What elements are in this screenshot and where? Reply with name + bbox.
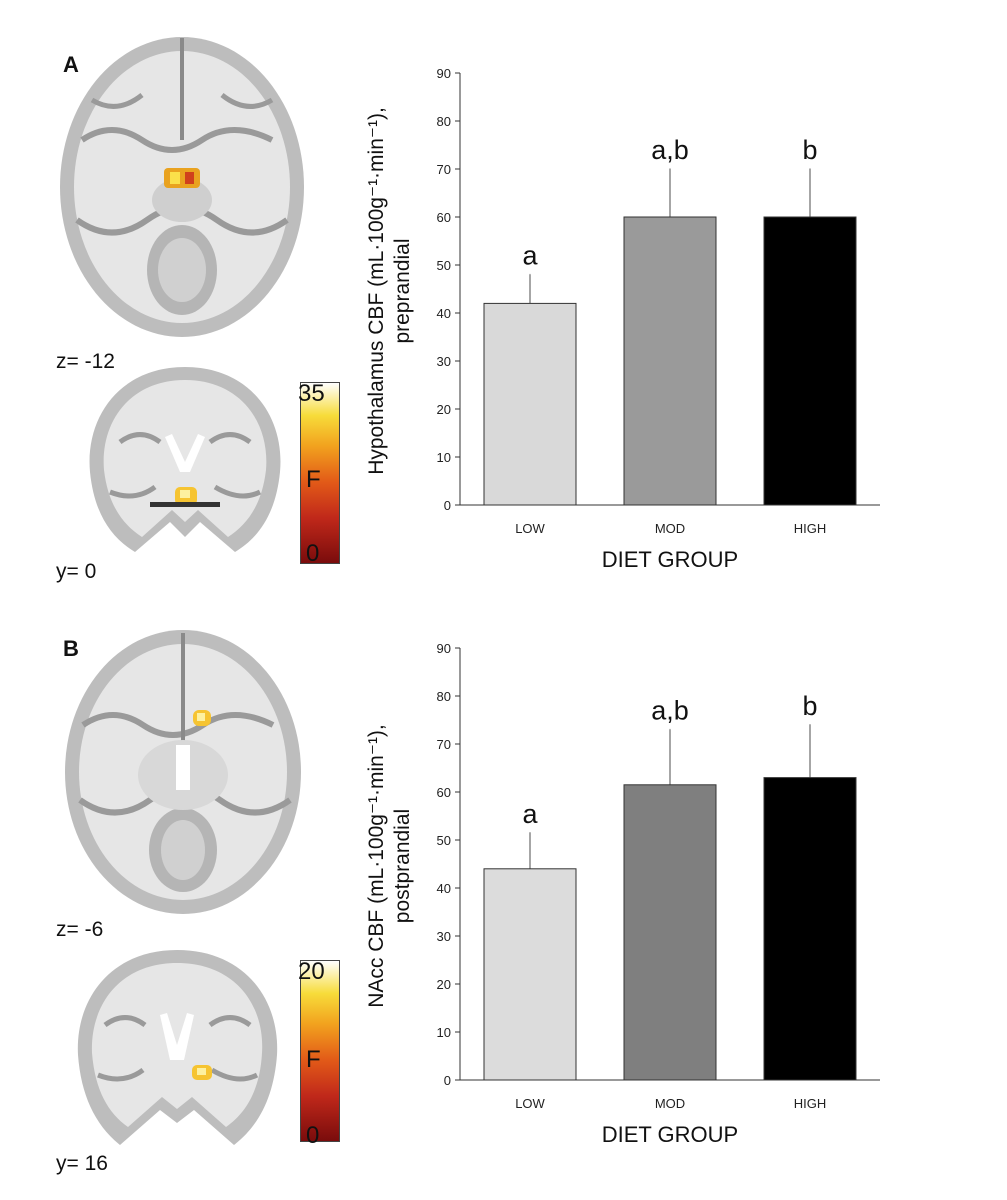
bar-mod	[623, 784, 717, 1081]
y-axis-label-line1: Hypothalamus CBF (mL·100g⁻¹·min⁻¹),	[365, 107, 388, 475]
coronal-slice-label: y= 16	[56, 1152, 108, 1175]
significance-label: b	[802, 135, 817, 165]
colorbar-title: F	[306, 1046, 321, 1073]
x-tick-label: HIGH	[794, 1096, 827, 1111]
bar-low	[483, 868, 577, 1081]
panel-letter: B	[63, 636, 79, 661]
bar-high	[763, 777, 857, 1081]
coronal-slice-label: y= 0	[56, 560, 97, 583]
y-tick-label: 70	[437, 737, 451, 752]
y-tick-label: 60	[437, 210, 451, 225]
bar-chart-b: 0 10 20 30 40 50 60 70 80 90 LOW a MOD a,b HIGH b DIET G…	[437, 641, 880, 1147]
y-tick-label: 50	[437, 833, 451, 848]
x-axis-label: DIET GROUP	[602, 547, 739, 572]
colorbar	[300, 382, 340, 564]
x-tick-label: LOW	[515, 521, 545, 536]
bar-low	[483, 302, 577, 506]
y-tick-label: 40	[437, 881, 451, 896]
panel-letter: A	[63, 52, 79, 77]
significance-label: b	[802, 691, 817, 721]
significance-label: a,b	[651, 135, 689, 165]
y-tick-label: 10	[437, 450, 451, 465]
y-tick-label: 30	[437, 354, 451, 369]
bar-chart-a: 0 10 20 30 40 50 60 70 80 90 LOW a MOD a,b HIGH b DIET G…	[437, 66, 880, 572]
y-tick-label: 80	[437, 114, 451, 129]
x-tick-label: MOD	[655, 521, 685, 536]
y-axis-label-line2: postprandial	[391, 808, 414, 924]
x-tick-label: HIGH	[794, 521, 827, 536]
y-tick-label: 10	[437, 1025, 451, 1040]
axial-slice-label: z= -6	[56, 918, 104, 941]
y-axis-label: Hypothalamus CBF (mL·100g⁻¹·min⁻¹), prep…	[364, 61, 416, 521]
y-tick-label: 0	[444, 498, 451, 513]
y-tick-label: 90	[437, 66, 451, 81]
coronal-brain-slice-image	[89, 367, 281, 552]
axial-slice-label: z= -12	[56, 350, 115, 373]
axial-brain-slice-image	[60, 37, 304, 337]
y-tick-label: 20	[437, 977, 451, 992]
x-tick-label: LOW	[515, 1096, 545, 1111]
x-axis-label: DIET GROUP	[602, 1122, 739, 1147]
colorbar	[300, 960, 340, 1142]
colorbar-min-label: 0	[306, 1122, 320, 1149]
significance-label: a	[522, 799, 538, 829]
x-tick-label: MOD	[655, 1096, 685, 1111]
y-tick-label: 70	[437, 162, 451, 177]
significance-label: a	[522, 241, 538, 271]
y-axis-label-line1: NAcc CBF (mL·100g⁻¹·min⁻¹),	[365, 724, 388, 1008]
colorbar-max-label: 20	[298, 958, 325, 985]
y-tick-label: 20	[437, 402, 451, 417]
colorbar-max-label: 35	[298, 380, 325, 407]
y-tick-label: 0	[444, 1073, 451, 1088]
y-tick-label: 80	[437, 689, 451, 704]
y-tick-label: 90	[437, 641, 451, 656]
bar-high	[763, 216, 857, 506]
coronal-brain-slice-image	[77, 950, 278, 1145]
bar-mod	[623, 216, 717, 506]
y-tick-label: 50	[437, 258, 451, 273]
axial-brain-slice-image	[65, 630, 301, 914]
panel-a: A z= -12 y= 0 35 F 0 Hypothalamus CBF (m…	[0, 0, 1007, 590]
colorbar-title: F	[306, 466, 321, 493]
y-axis-label-line2: preprandial	[391, 238, 414, 344]
colorbar-min-label: 0	[306, 540, 320, 567]
y-tick-label: 60	[437, 785, 451, 800]
y-tick-label: 40	[437, 306, 451, 321]
significance-label: a,b	[651, 696, 689, 726]
y-axis-label: NAcc CBF (mL·100g⁻¹·min⁻¹), postprandial	[364, 636, 416, 1096]
y-tick-label: 30	[437, 929, 451, 944]
panel-b: B z= -6 y= 16 20 F 0 NAcc CBF (mL·100g⁻¹…	[0, 600, 1007, 1200]
